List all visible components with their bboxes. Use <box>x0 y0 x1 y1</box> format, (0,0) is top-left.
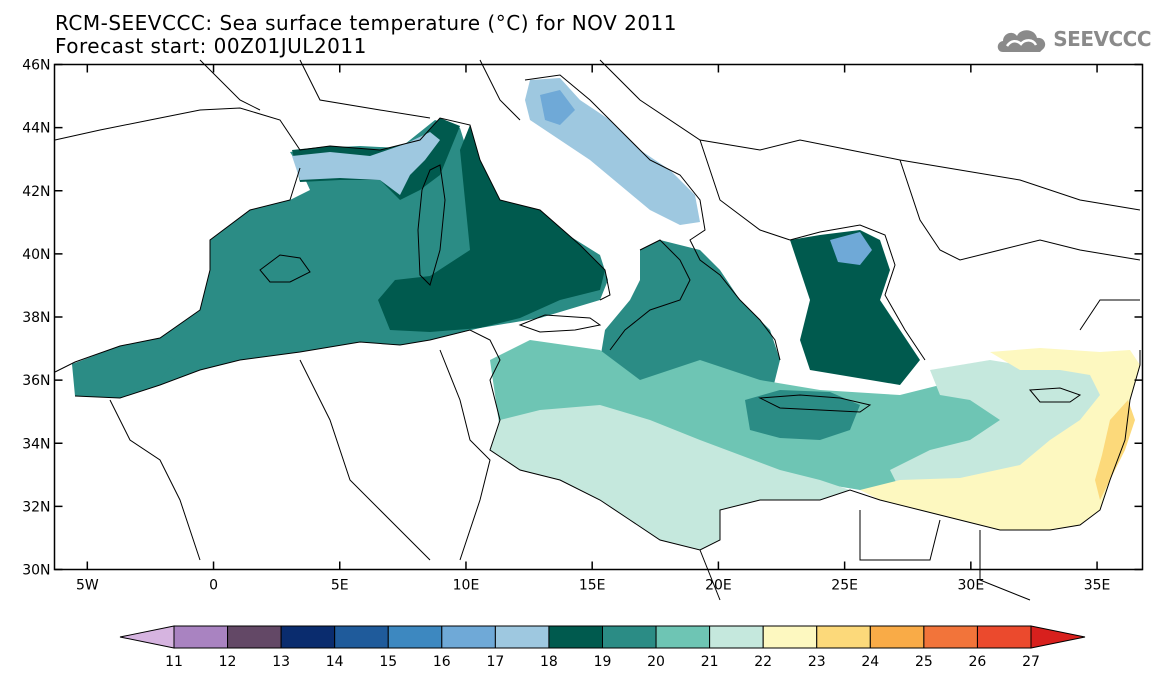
coastlines <box>54 59 1141 601</box>
lon-tick-label: 20E <box>705 578 732 594</box>
colorbar-label: 22 <box>754 654 772 670</box>
colorbar-label: 23 <box>808 654 826 670</box>
colorbar-box <box>869 625 925 649</box>
sst-region-adriatic-cold <box>540 90 575 125</box>
sst-region-levant-22 <box>860 348 1140 530</box>
colorbar-box <box>227 625 282 649</box>
lat-tick-label: 32N <box>22 499 50 515</box>
colorbar-max-arrow <box>1030 625 1086 649</box>
colorbar-min-arrow <box>119 625 175 649</box>
colorbar-label: 11 <box>165 654 183 670</box>
lon-tick-label: 5W <box>76 578 99 594</box>
sst-region-levant-23 <box>1095 400 1135 500</box>
lat-tick-label: 38N <box>22 310 50 326</box>
lat-tick-label: 30N <box>22 563 50 579</box>
colorbar-box <box>655 625 711 649</box>
seevccc-logo: SEEVCCC <box>995 24 1151 54</box>
sst-region-west-med <box>72 120 608 398</box>
sst-region-crete <box>745 390 860 440</box>
colorbar-label: 14 <box>326 654 344 670</box>
lat-tick-label: 40N <box>22 247 50 263</box>
colorbar-box <box>602 625 657 649</box>
colorbar-box <box>334 625 389 649</box>
lon-tick-label: 5E <box>331 578 349 594</box>
map-title: RCM-SEEVCCC: Sea surface temperature (°C… <box>55 11 678 35</box>
lon-tick-label: 25E <box>831 578 858 594</box>
colorbar-box <box>494 625 550 649</box>
sst-field <box>72 78 1140 550</box>
lon-tick-label: 10E <box>453 578 480 594</box>
colorbar-box <box>923 625 978 649</box>
colorbar-box <box>280 625 336 649</box>
sst-region-ligurian <box>292 132 440 195</box>
colorbar-label: 17 <box>486 654 504 670</box>
colorbar: 11 12 13 14 15 16 17 18 19 20 21 22 23 24 25 26 27 <box>119 625 1086 670</box>
colorbar-box <box>976 625 1032 649</box>
colorbar-label: 25 <box>915 654 933 670</box>
lon-tick-label: 15E <box>579 578 606 594</box>
colorbar-label: 19 <box>594 654 612 670</box>
colorbar-box <box>173 625 229 649</box>
colorbar-box <box>441 625 496 649</box>
colorbar-label: 27 <box>1022 654 1040 670</box>
colorbar-label: 24 <box>861 654 879 670</box>
lon-tick-label: 35E <box>1084 578 1111 594</box>
lat-tick-label: 34N <box>22 436 50 452</box>
colorbar-label: 15 <box>379 654 397 670</box>
colorbar-box <box>387 625 443 649</box>
forecast-start-label: Forecast start: 00Z01JUL2011 <box>55 34 367 58</box>
colorbar-label: 21 <box>701 654 719 670</box>
colorbar-label: 26 <box>969 654 987 670</box>
colorbar-label: 20 <box>647 654 665 670</box>
colorbar-box <box>816 625 871 649</box>
colorbar-box <box>709 625 764 649</box>
sst-region-aegean <box>790 230 920 385</box>
sst-region-alboran <box>72 345 175 395</box>
logo-text: SEEVCCC <box>1053 27 1151 51</box>
lon-tick-label: 0 <box>209 578 218 594</box>
colorbar-box <box>762 625 818 649</box>
sst-region-aegean-north <box>830 232 872 265</box>
lat-tick-label: 42N <box>22 184 50 200</box>
cloud-logo-icon <box>998 30 1046 52</box>
colorbar-box <box>548 625 603 649</box>
colorbar-label: 12 <box>219 654 237 670</box>
colorbar-label: 16 <box>433 654 451 670</box>
lat-tick-label: 46N <box>22 58 50 74</box>
colorbar-label: 18 <box>540 654 558 670</box>
sst-region-tyrrhenian <box>378 125 605 332</box>
latitude-axis: 46N 44N 42N 40N 38N 36N 34N 32N 30N <box>22 58 1143 579</box>
lon-tick-label: 30E <box>958 578 985 594</box>
colorbar-label: 13 <box>272 654 290 670</box>
sst-region-levant-21 <box>890 360 1110 490</box>
lat-tick-label: 44N <box>22 121 50 137</box>
lat-tick-label: 36N <box>22 373 50 389</box>
sst-region-libyan-sea <box>490 405 850 550</box>
longitude-axis: 5W 0 5E 10E 15E 20E 25E 30E 35E <box>76 64 1111 594</box>
